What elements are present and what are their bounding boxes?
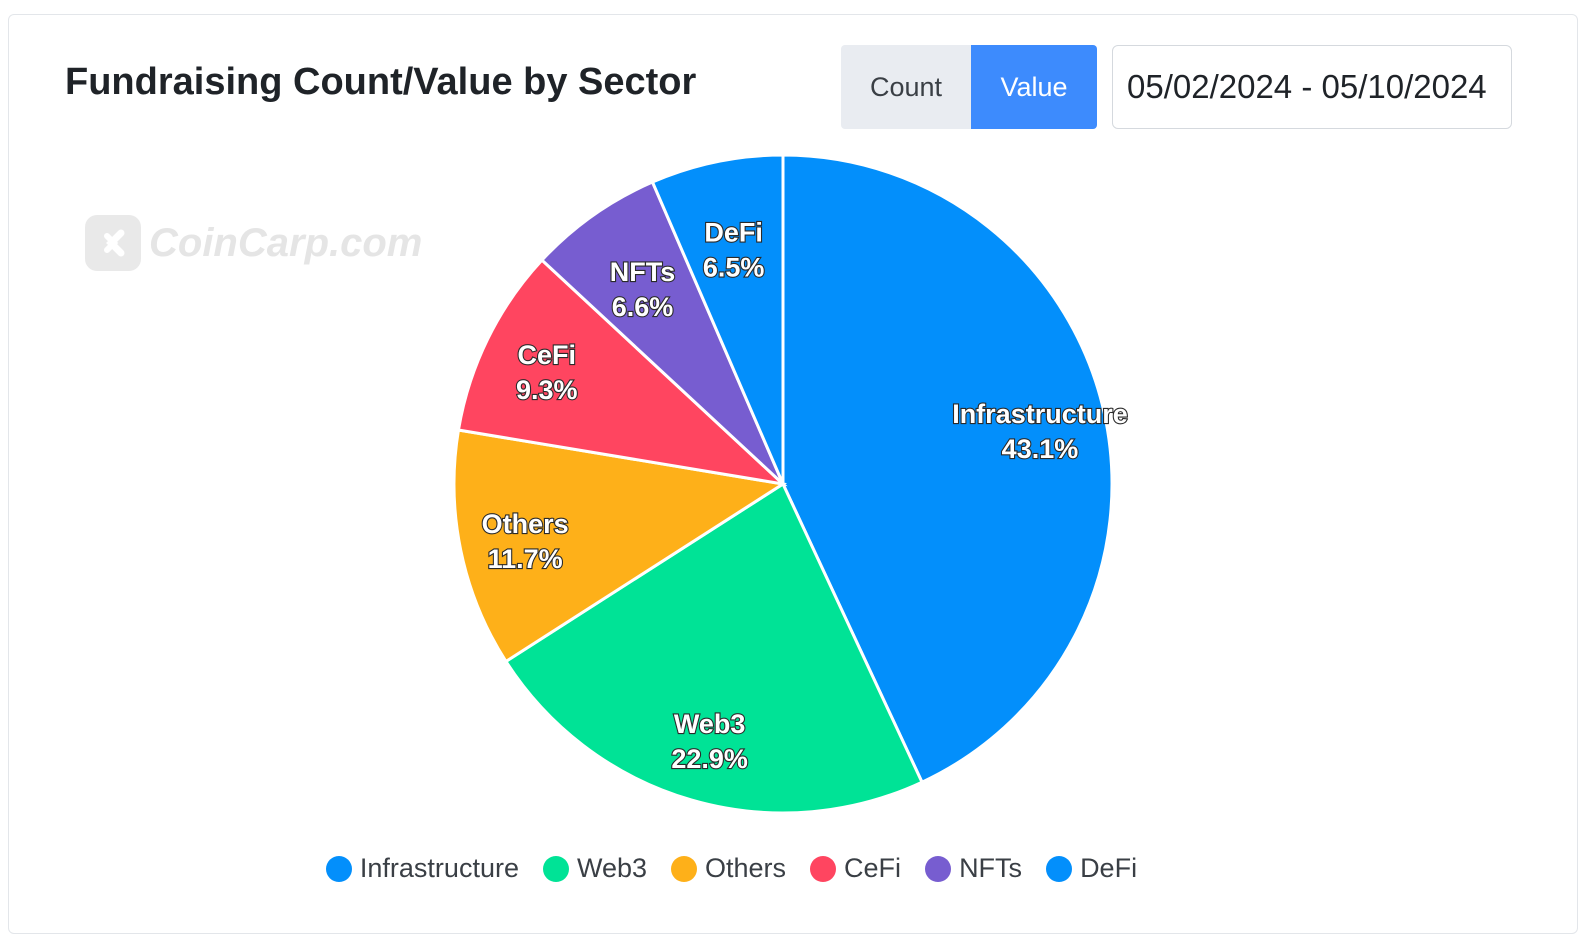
chart-legend: Infrastructure Web3 Others CeFi NFTs DeFi	[0, 853, 1523, 884]
slice-value-web3: 22.9%	[671, 744, 748, 774]
slice-label-defi: DeFi	[704, 218, 763, 248]
legend-marker	[671, 855, 698, 882]
watermark-text: CoinCarp.com	[149, 220, 423, 265]
coincarp-logo-icon	[85, 215, 141, 271]
slice-label-infrastructure: Infrastructure	[952, 399, 1128, 429]
pie-slice-web3[interactable]	[503, 481, 925, 815]
chart-title: Fundraising Count/Value by Sector	[65, 61, 697, 103]
slice-value-others: 11.7%	[488, 544, 563, 574]
pie-slice-infrastructure[interactable]	[781, 153, 1114, 785]
legend-item-web3[interactable]: Web3	[542, 853, 648, 884]
legend-item-cefi[interactable]: CeFi	[810, 853, 901, 884]
slice-value-nfts: 6.6%	[612, 292, 674, 322]
legend-label: DeFi	[1080, 853, 1138, 883]
count-button[interactable]: Count	[841, 45, 971, 129]
legend-item-others[interactable]: Others	[671, 853, 786, 884]
legend-label: Others	[705, 853, 787, 883]
legend-item-infrastructure[interactable]: Infrastructure	[325, 853, 519, 884]
legend-label: CeFi	[844, 853, 902, 883]
legend-marker	[925, 855, 952, 882]
count-value-toggle: Count Value	[841, 45, 1097, 129]
slice-value-infrastructure: 43.1%	[1002, 434, 1079, 464]
pie-slice-defi[interactable]	[650, 153, 785, 485]
slice-value-defi: 6.5%	[703, 253, 765, 283]
legend-marker	[1046, 855, 1073, 882]
slice-label-nfts: NFTs	[610, 257, 676, 287]
pie-slice-cefi[interactable]	[456, 257, 788, 487]
date-range-input[interactable]: 05/02/2024 - 05/10/2024	[1112, 45, 1512, 129]
slice-value-cefi: 9.3%	[516, 375, 578, 405]
legend-label: NFTs	[959, 853, 1023, 883]
watermark: CoinCarp.com	[85, 215, 422, 271]
pie-slice-others[interactable]	[452, 428, 788, 664]
slice-label-others: Others	[482, 509, 569, 539]
legend-marker	[325, 855, 352, 882]
legend-label: Infrastructure	[359, 853, 519, 883]
legend-item-nfts[interactable]: NFTs	[925, 853, 1022, 884]
slice-label-web3: Web3	[674, 709, 746, 739]
slice-label-cefi: CeFi	[518, 340, 577, 370]
pie-slice-nfts[interactable]	[539, 180, 785, 486]
value-button[interactable]: Value	[971, 45, 1097, 129]
legend-marker	[542, 855, 569, 882]
legend-marker	[810, 855, 837, 882]
legend-item-defi[interactable]: DeFi	[1046, 853, 1137, 884]
legend-label: Web3	[576, 853, 648, 883]
